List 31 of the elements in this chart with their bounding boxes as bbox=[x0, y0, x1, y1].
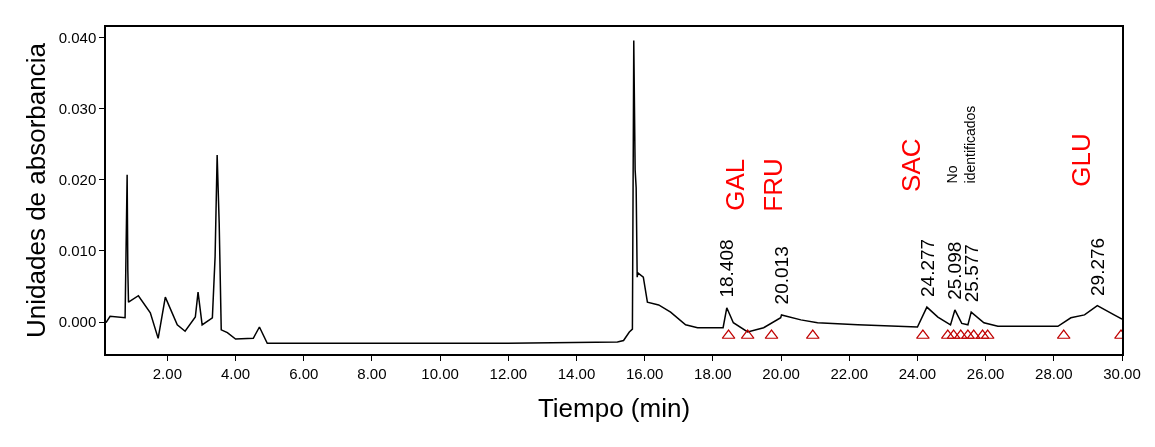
x-tick-label: 8.00 bbox=[357, 364, 387, 382]
x-tick-label: 22.00 bbox=[830, 364, 869, 382]
y-tick-label: 0.000 bbox=[58, 313, 97, 331]
x-tick-label: 18.00 bbox=[694, 364, 732, 382]
x-tick-label: 2.00 bbox=[152, 364, 182, 382]
x-tick-label: 10.00 bbox=[421, 364, 459, 382]
annotation: 24.277 bbox=[916, 238, 938, 297]
annotation: No identificados bbox=[944, 105, 979, 184]
x-axis-title: Tiempo (min) bbox=[537, 392, 691, 423]
x-tick-label: 6.00 bbox=[289, 364, 319, 382]
annotation: 29.276 bbox=[1086, 237, 1108, 296]
annotation: SAC bbox=[895, 138, 926, 192]
y-tick-label: 0.020 bbox=[58, 171, 97, 189]
y-tick-label: 0.030 bbox=[58, 100, 97, 117]
annotation: GLU bbox=[1065, 133, 1096, 187]
x-tick-label: 12.00 bbox=[489, 364, 528, 382]
x-tick-label: 14.00 bbox=[557, 364, 596, 382]
annotation: 20.013 bbox=[770, 246, 792, 305]
x-tick-label: 26.00 bbox=[966, 364, 1005, 382]
x-tick-label: 28.00 bbox=[1035, 364, 1073, 382]
x-tick-label: 16.00 bbox=[625, 364, 664, 382]
x-tick-label: 30.00 bbox=[1103, 364, 1141, 382]
y-tick-label: 0.010 bbox=[58, 242, 97, 260]
annotation: FRU bbox=[757, 158, 788, 212]
y-axis-title: Unidades de absorbancia bbox=[20, 42, 51, 338]
y-tick-label: 0.040 bbox=[58, 28, 97, 46]
x-tick-label: 4.00 bbox=[220, 364, 251, 382]
annotation: 18.408 bbox=[715, 239, 737, 298]
annotation: GAL bbox=[719, 158, 750, 211]
x-tick-label: 20.00 bbox=[762, 364, 800, 382]
x-tick-label: 24.00 bbox=[898, 364, 937, 382]
